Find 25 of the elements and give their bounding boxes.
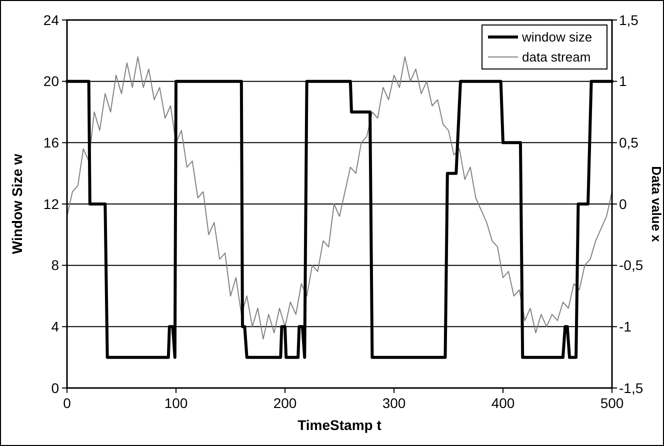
y-tick-label: 24 (43, 12, 60, 28)
y-tick-label: 12 (43, 196, 60, 212)
y-tick-label: 8 (51, 257, 60, 274)
y-tick-label: 16 (43, 134, 60, 151)
x-tick-label: 300 (382, 395, 406, 411)
y2-tick-label: 1 (619, 73, 627, 90)
y2-tick-label: 0,5 (619, 134, 639, 151)
legend-label: data stream (522, 50, 591, 65)
y-axis-title: Window Size w (9, 154, 25, 254)
y2-tick-label: -1 (619, 318, 632, 335)
x-axis-title: TimeStamp t (298, 417, 382, 433)
y-tick-label: 20 (43, 73, 60, 90)
y2-axis-title: Data value x (649, 166, 664, 243)
y-tick-label: 4 (51, 318, 60, 335)
y2-tick-label: -1,5 (619, 380, 644, 396)
x-tick-label: 100 (164, 395, 188, 411)
x-tick-label: 0 (63, 395, 72, 411)
x-tick-label: 400 (491, 395, 515, 411)
y2-tick-label: 1,5 (619, 12, 639, 28)
x-tick-label: 500 (600, 395, 624, 411)
x-tick-label: 200 (273, 395, 297, 411)
y2-tick-label: -0,5 (619, 257, 644, 274)
y2-tick-label: 0 (619, 196, 627, 212)
y-tick-label: 0 (51, 380, 60, 396)
legend-label: window size (521, 30, 592, 45)
